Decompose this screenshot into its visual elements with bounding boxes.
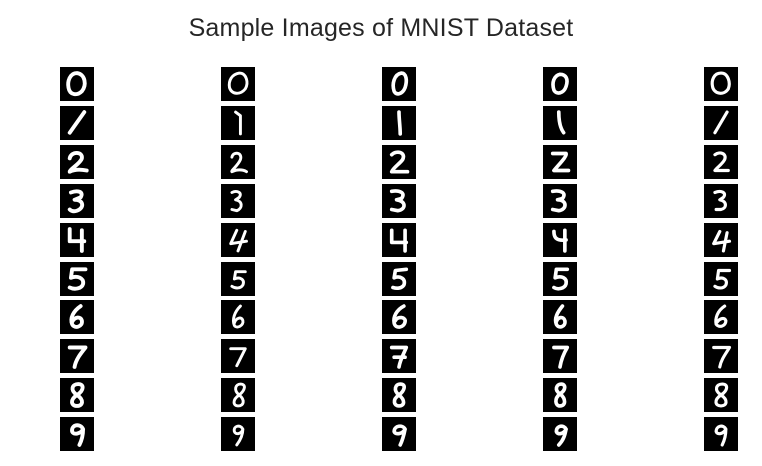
digit-0-sample-image: [382, 67, 416, 101]
digit-6-sample-image: [221, 300, 255, 335]
digit-4-sample-image: [60, 222, 94, 257]
digit-3-sample-image: [704, 183, 738, 218]
digit-5-sample-image: [221, 261, 255, 296]
digit-4-sample-image: [221, 222, 255, 257]
digit-7-sample-image: [382, 339, 416, 374]
digit-3-sample-image: [382, 183, 416, 218]
digit-5-sample-image: [60, 261, 94, 296]
digit-9-sample-image: [704, 417, 738, 452]
digit-1-sample-image: [221, 105, 255, 140]
digit-8-sample-image: [60, 378, 94, 413]
digit-1-sample-image: [60, 105, 94, 140]
digit-1-sample-image: [543, 105, 577, 140]
digit-7-sample-image: [221, 339, 255, 374]
digit-3-sample-image: [60, 183, 94, 218]
page-title: Sample Images of MNIST Dataset: [188, 14, 574, 42]
digit-5-sample-image: [704, 261, 738, 296]
digit-6-sample-image: [60, 300, 94, 335]
digit-4-sample-image: [543, 222, 577, 257]
digit-8-sample-image: [543, 378, 577, 413]
digit-2-sample-image: [60, 144, 94, 179]
digit-7-sample-image: [543, 339, 577, 374]
digit-2-sample-image: [543, 144, 577, 179]
digit-5-sample-image: [543, 261, 577, 296]
digit-9-sample-image: [382, 417, 416, 452]
digit-8-sample-image: [704, 378, 738, 413]
digit-9-sample-image: [543, 417, 577, 452]
digit-3-sample-image: [543, 183, 577, 218]
digit-8-sample-image: [382, 378, 416, 413]
digit-9-sample-image: [221, 417, 255, 452]
digit-0-sample-image: [543, 67, 577, 101]
digit-3-sample-image: [221, 183, 255, 218]
digit-7-sample-image: [704, 339, 738, 374]
digit-7-sample-image: [60, 339, 94, 374]
digit-2-sample-image: [221, 144, 255, 179]
digit-2-sample-image: [704, 144, 738, 179]
digit-0-sample-image: [704, 67, 738, 101]
digit-1-sample-image: [704, 105, 738, 140]
digit-0-sample-image: [221, 67, 255, 101]
digit-1-sample-image: [382, 105, 416, 140]
digit-6-sample-image: [543, 300, 577, 335]
digit-2-sample-image: [382, 144, 416, 179]
digit-0-sample-image: [60, 67, 94, 101]
digit-8-sample-image: [221, 378, 255, 413]
digit-9-sample-image: [60, 417, 94, 452]
digit-4-sample-image: [704, 222, 738, 257]
digit-6-sample-image: [704, 300, 738, 335]
digit-6-sample-image: [382, 300, 416, 335]
digit-4-sample-image: [382, 222, 416, 257]
digit-5-sample-image: [382, 261, 416, 296]
